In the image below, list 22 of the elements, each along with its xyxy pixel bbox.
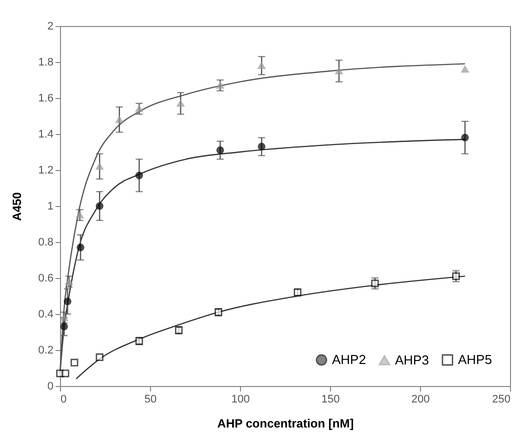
x-axis-title: AHP concentration [nM] [217, 416, 354, 430]
y-tick-label: 1 [47, 200, 54, 212]
y-tick-label: 2 [47, 20, 54, 32]
y-tick-label: 1.8 [38, 56, 54, 68]
x-tick-label: 0 [60, 394, 67, 406]
legend-label: AHP2 [332, 352, 366, 367]
y-axis-title: A450 [10, 192, 24, 221]
y-tick-label: 0.6 [38, 272, 54, 284]
y-tick-label: 0 [47, 380, 54, 392]
y-tick-label: 0.2 [38, 344, 54, 356]
y-tick-label: 1.6 [38, 92, 54, 104]
x-tick-label: 200 [411, 394, 430, 406]
y-tick-label: 0.8 [38, 236, 54, 248]
x-tick-label: 100 [231, 394, 250, 406]
x-tick-label: 150 [321, 394, 340, 406]
legend-label: AHP3 [395, 352, 429, 368]
y-tick-label: 1.4 [38, 128, 54, 140]
y-tick-label: 1.2 [38, 164, 54, 176]
legend-label: AHP5 [458, 352, 492, 367]
x-tick-label: 250 [492, 394, 510, 406]
y-tick-label: 0.4 [38, 308, 54, 320]
x-tick-label: 50 [144, 394, 157, 406]
